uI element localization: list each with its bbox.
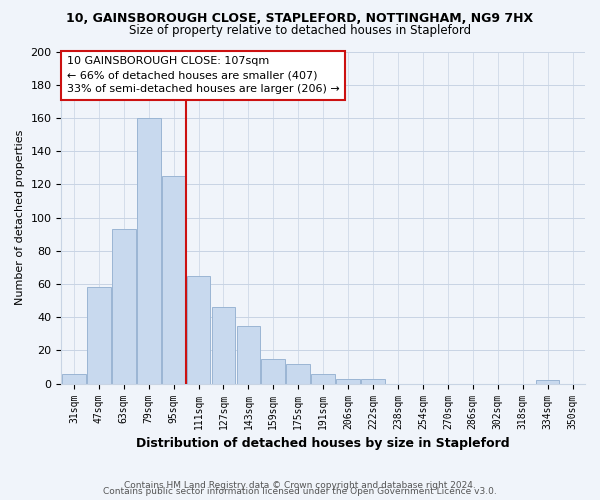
Text: 10, GAINSBOROUGH CLOSE, STAPLEFORD, NOTTINGHAM, NG9 7HX: 10, GAINSBOROUGH CLOSE, STAPLEFORD, NOTT… (67, 12, 533, 26)
X-axis label: Distribution of detached houses by size in Stapleford: Distribution of detached houses by size … (136, 437, 510, 450)
Bar (311, 374, 335, 384)
Text: Contains public sector information licensed under the Open Government Licence v3: Contains public sector information licen… (103, 488, 497, 496)
Bar (286, 364, 310, 384)
Bar (262, 359, 285, 384)
Y-axis label: Number of detached properties: Number of detached properties (15, 130, 25, 306)
Bar (212, 308, 235, 384)
Bar (162, 176, 185, 384)
Bar (137, 118, 161, 384)
Text: Contains HM Land Registry data © Crown copyright and database right 2024.: Contains HM Land Registry data © Crown c… (124, 481, 476, 490)
Bar (112, 229, 136, 384)
Text: Size of property relative to detached houses in Stapleford: Size of property relative to detached ho… (129, 24, 471, 37)
Bar (336, 378, 360, 384)
Bar (87, 288, 110, 384)
Bar (236, 326, 260, 384)
Text: 10 GAINSBOROUGH CLOSE: 107sqm
← 66% of detached houses are smaller (407)
33% of : 10 GAINSBOROUGH CLOSE: 107sqm ← 66% of d… (67, 56, 340, 94)
Bar (536, 380, 559, 384)
Bar (361, 378, 385, 384)
Bar (187, 276, 211, 384)
Bar (62, 374, 86, 384)
